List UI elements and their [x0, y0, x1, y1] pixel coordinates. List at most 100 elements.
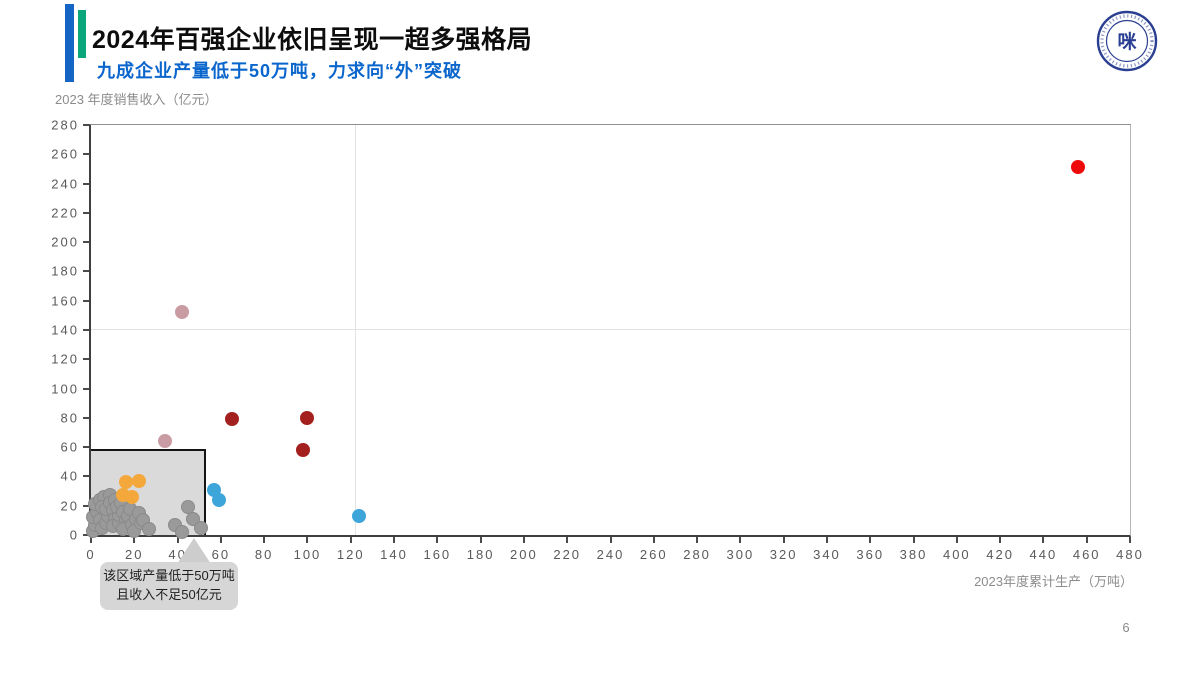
- y-tick-mark: [83, 182, 89, 185]
- x-tick-mark: [609, 537, 612, 543]
- x-tick-label: 160: [423, 547, 452, 562]
- scatter-plot: 0 20 40 60 80 100 120 140 160 180 200 220 240 260 280 3…: [51, 118, 1142, 563]
- y-tick-mark: [83, 534, 89, 536]
- y-tick-mark: [83, 446, 89, 449]
- x-tick-mark: [739, 537, 742, 543]
- data-point-orange: [118, 475, 133, 490]
- y-tick-mark: [83, 475, 89, 478]
- callout-pointer-icon: [177, 538, 211, 564]
- region-annotation: 该区域产量低于50万吨 且收入不足50亿元: [100, 562, 238, 610]
- data-point-orange: [125, 489, 140, 504]
- data-point-dark-red: [296, 443, 311, 458]
- y-tick-mark: [83, 270, 89, 273]
- x-tick-label: 320: [769, 547, 798, 562]
- x-tick-label: 140: [380, 547, 408, 562]
- x-tick-label: 60: [211, 547, 231, 562]
- data-point-leader-red: [1071, 160, 1086, 175]
- y-tick-mark: [83, 329, 89, 331]
- x-tick-mark: [869, 537, 872, 543]
- y-tick-label: 260: [51, 146, 79, 162]
- x-tick-mark: [955, 537, 958, 543]
- x-tick-mark: [436, 537, 439, 543]
- accent-bar-blue: [65, 4, 74, 82]
- x-tick-mark: [393, 537, 396, 543]
- x-tick-mark: [1042, 537, 1045, 543]
- x-tick-label: 200: [510, 547, 538, 562]
- y-tick-label: 220: [51, 205, 79, 221]
- y-tick-label: 80: [60, 410, 79, 426]
- data-point-pink: [174, 305, 189, 320]
- x-tick-mark: [782, 537, 785, 543]
- x-tick-label: 220: [553, 547, 582, 562]
- page-number: 6: [1122, 620, 1130, 635]
- gridline-horizontal: [91, 329, 1130, 330]
- x-tick-mark: [263, 537, 266, 543]
- x-tick-label: 260: [639, 547, 668, 562]
- x-tick-label: 120: [336, 547, 365, 562]
- y-tick-label: 20: [60, 498, 79, 514]
- data-point-pink: [157, 434, 172, 449]
- y-tick-label: 200: [51, 234, 79, 250]
- x-tick-label: 400: [942, 547, 971, 562]
- data-point-blue: [352, 508, 367, 523]
- y-tick-mark: [83, 241, 89, 244]
- slide-subtitle: 九成企业产量低于50万吨，力求向“外”突破: [97, 61, 463, 81]
- x-tick-mark: [133, 537, 136, 543]
- x-tick-label: 180: [466, 547, 495, 562]
- x-axis-title: 2023年度累计生产（万吨）: [974, 574, 1133, 589]
- x-tick-label: 100: [293, 547, 322, 562]
- x-tick-mark: [1129, 537, 1131, 543]
- x-tick-mark: [90, 537, 92, 543]
- y-tick-label: 100: [51, 381, 79, 397]
- x-tick-mark: [566, 537, 569, 543]
- x-tick-label: 280: [683, 547, 711, 562]
- x-tick-label: 360: [856, 547, 885, 562]
- x-tick-label: 20: [125, 547, 144, 562]
- x-tick-mark: [999, 537, 1002, 543]
- y-tick-label: 60: [60, 439, 79, 455]
- y-tick-mark: [83, 387, 89, 390]
- y-tick-mark: [83, 416, 89, 419]
- y-tick-label: 240: [51, 176, 79, 192]
- x-tick-mark: [696, 537, 699, 543]
- x-tick-mark: [652, 537, 655, 543]
- x-tick-label: 440: [1029, 547, 1058, 562]
- x-tick-mark: [479, 537, 482, 543]
- accent-bar-green: [78, 10, 86, 58]
- x-tick-label: 240: [596, 547, 625, 562]
- y-tick-mark: [83, 153, 89, 156]
- x-tick-mark: [1085, 537, 1088, 543]
- y-tick-label: 0: [69, 527, 79, 543]
- x-tick-label: 300: [726, 547, 755, 562]
- y-tick-label: 280: [51, 117, 79, 133]
- x-tick-mark: [912, 537, 915, 543]
- y-tick-label: 140: [51, 322, 79, 338]
- x-tick-label: 340: [813, 547, 841, 562]
- gridline-vertical: [355, 125, 357, 535]
- data-point-dark-red: [224, 412, 239, 427]
- association-seal-icon: 咪: [1096, 10, 1158, 72]
- x-tick-mark: [306, 537, 309, 543]
- x-tick-mark: [825, 537, 828, 543]
- slide-title: 2024年百强企业依旧呈现一超多强格局: [92, 26, 533, 54]
- y-tick-label: 40: [60, 468, 79, 484]
- annotation-line-1: 该区域产量低于50万吨: [103, 568, 235, 584]
- data-point-gray-cluster: [174, 525, 189, 540]
- x-tick-label: 460: [1072, 547, 1101, 562]
- y-tick-mark: [83, 124, 89, 126]
- data-point-dark-red: [300, 410, 315, 425]
- x-tick-label: 0: [86, 547, 96, 562]
- x-tick-label: 420: [986, 547, 1014, 562]
- y-tick-mark: [83, 358, 89, 361]
- y-tick-mark: [83, 299, 89, 302]
- data-point-blue: [211, 492, 226, 507]
- data-point-gray-cluster: [142, 522, 157, 537]
- y-axis-title: 2023 年度销售收入（亿元）: [55, 92, 218, 107]
- seal-center-glyph: 咪: [1117, 31, 1137, 53]
- y-tick-mark: [83, 504, 89, 507]
- annotation-line-2: 且收入不足50亿元: [116, 587, 222, 602]
- y-tick-mark: [83, 211, 89, 214]
- y-tick-label: 160: [51, 293, 79, 309]
- x-tick-label: 80: [254, 547, 274, 562]
